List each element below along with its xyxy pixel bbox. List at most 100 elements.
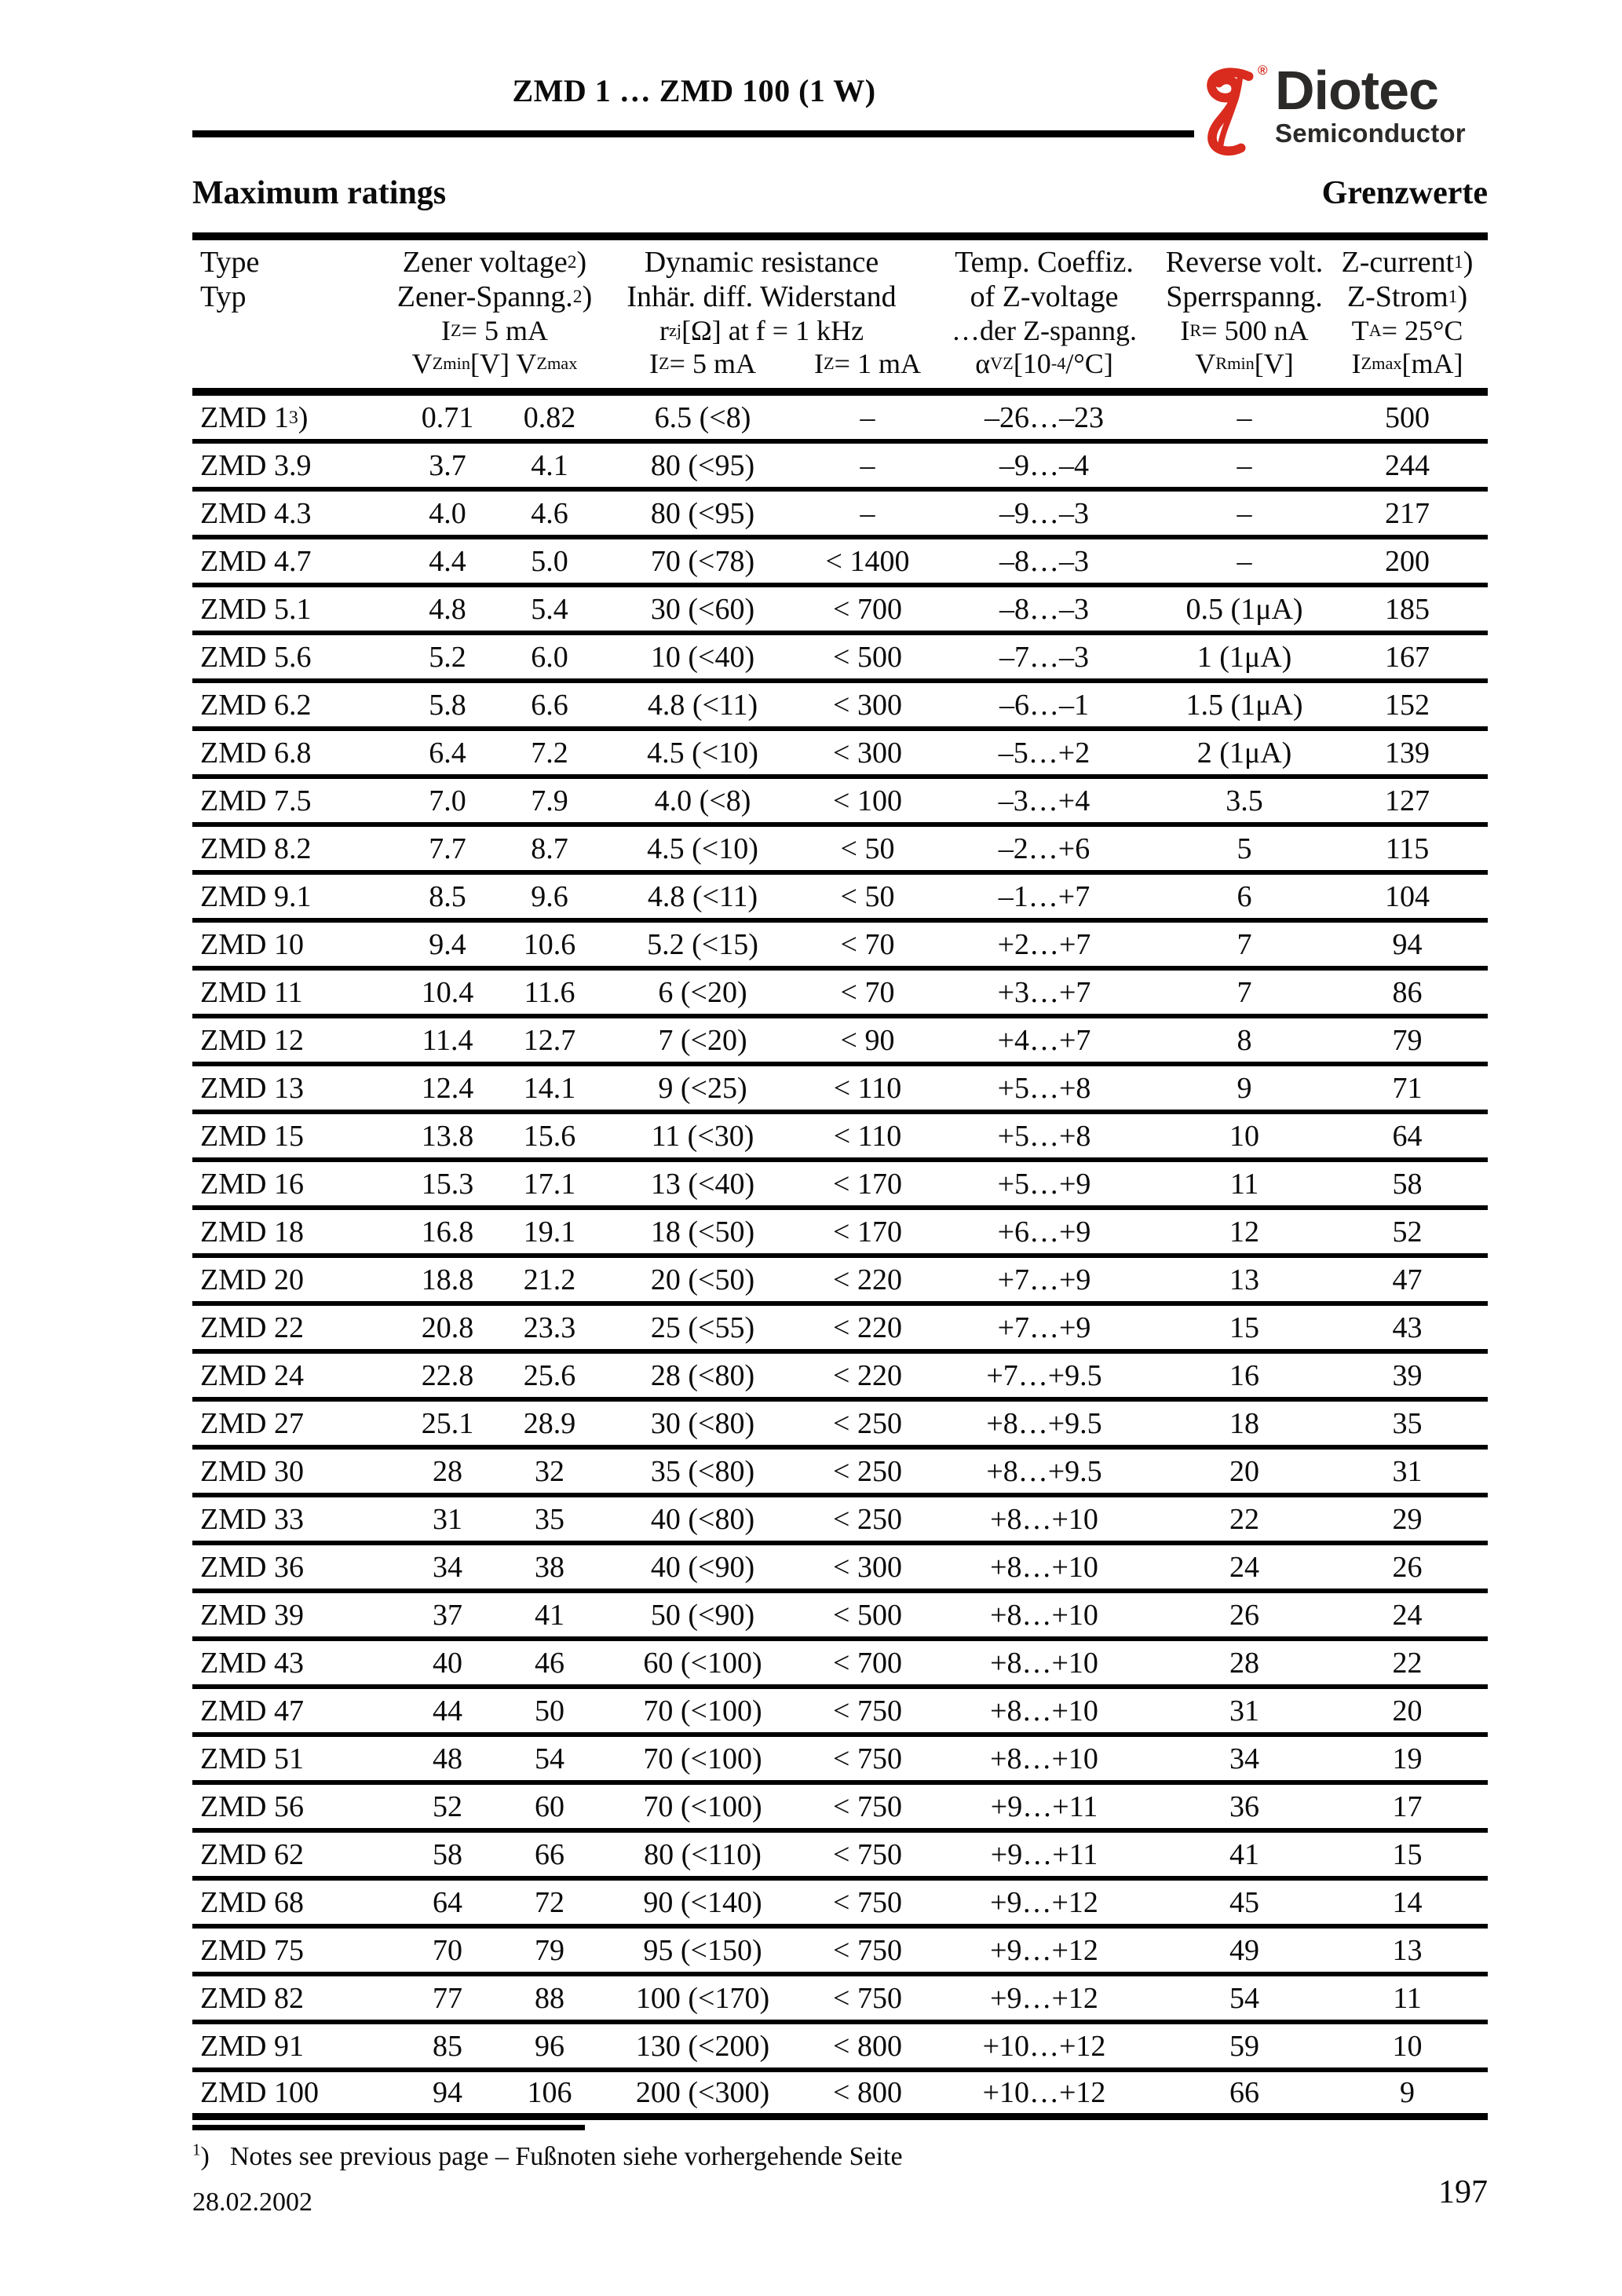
cell-izmax: 185 bbox=[1385, 592, 1430, 626]
header-temp-coeff-en: Temp. Coeffiz. bbox=[955, 246, 1134, 279]
cell-vrmin: 2 (1μA) bbox=[1196, 736, 1292, 770]
cell-vzmax: 7.9 bbox=[531, 784, 568, 817]
cell-vrmin: 8 bbox=[1237, 1023, 1252, 1057]
cell-rzj-iz1ma: < 70 bbox=[840, 927, 895, 961]
cell-rzj-iz5ma: 70 (<100) bbox=[643, 1742, 762, 1775]
cell-vzmin: 25.1 bbox=[421, 1406, 474, 1440]
cell-vzmin: 28 bbox=[433, 1454, 462, 1488]
cell-temp-coeff: +8…+10 bbox=[990, 1550, 1098, 1584]
cell-vrmin: 0.5 (1μA) bbox=[1185, 592, 1303, 626]
cell-type: ZMD 82 bbox=[200, 1981, 304, 2015]
page-number: 197 bbox=[1438, 2174, 1488, 2210]
cell-vzmin: 13.8 bbox=[421, 1119, 474, 1153]
cell-temp-coeff: –26…–23 bbox=[985, 400, 1104, 434]
table-row: ZMD 6.8 6.4 7.2 4.5 (<10) < 300 –5…+2 2 … bbox=[192, 731, 1488, 779]
cell-izmax: 35 bbox=[1392, 1406, 1423, 1440]
cell-rzj-iz1ma: < 250 bbox=[833, 1406, 902, 1440]
cell-rzj-iz1ma: < 750 bbox=[833, 1790, 902, 1823]
cell-vrmin: 12 bbox=[1229, 1215, 1259, 1249]
cell-izmax: 86 bbox=[1392, 975, 1423, 1009]
cell-vzmax: 60 bbox=[535, 1790, 564, 1823]
cell-vrmin: 10 bbox=[1229, 1119, 1259, 1153]
cell-vzmax: 11.6 bbox=[524, 975, 575, 1009]
cell-vzmin: 16.8 bbox=[421, 1215, 474, 1249]
cell-izmax: 15 bbox=[1392, 1837, 1423, 1871]
cell-rzj-iz1ma: < 300 bbox=[833, 1550, 902, 1584]
cell-vzmin: 77 bbox=[433, 1981, 462, 2015]
cell-izmax: 244 bbox=[1385, 448, 1430, 482]
cell-temp-coeff: +8…+10 bbox=[990, 1598, 1098, 1632]
cell-type: ZMD 56 bbox=[200, 1790, 304, 1823]
table-row: ZMD 15 13.8 15.6 11 (<30) < 110 +5…+8 10… bbox=[192, 1114, 1488, 1162]
cell-type: ZMD 5.1 bbox=[200, 592, 312, 626]
cell-vrmin: 26 bbox=[1229, 1598, 1259, 1632]
cell-vzmax: 6.6 bbox=[531, 688, 568, 722]
table-row: ZMD 20 18.8 21.2 20 (<50) < 220 +7…+9 13… bbox=[192, 1258, 1488, 1306]
footnote-rule bbox=[192, 2125, 585, 2130]
cell-type: ZMD 6.2 bbox=[200, 688, 312, 722]
cell-vzmin: 5.2 bbox=[429, 640, 466, 674]
cell-temp-coeff: +5…+8 bbox=[997, 1071, 1091, 1105]
cell-rzj-iz5ma: 95 (<150) bbox=[643, 1933, 762, 1967]
cell-vrmin: 7 bbox=[1237, 975, 1252, 1009]
title-rule bbox=[192, 130, 1194, 137]
cell-rzj-iz5ma: 25 (<55) bbox=[650, 1311, 755, 1344]
cell-vzmax: 32 bbox=[535, 1454, 564, 1488]
cell-type: ZMD 91 bbox=[200, 2029, 304, 2063]
cell-temp-coeff: –6…–1 bbox=[999, 688, 1089, 722]
table-row: ZMD 13 12.4 14.1 9 (<25) < 110 +5…+8 9 7… bbox=[192, 1066, 1488, 1114]
table-header: Type Zener voltage 2) Dynamic resistance… bbox=[192, 240, 1488, 396]
cell-vrmin: 49 bbox=[1229, 1933, 1259, 1967]
cell-type: ZMD 1 3) bbox=[200, 400, 309, 434]
cell-temp-coeff: –2…+6 bbox=[998, 832, 1090, 865]
cell-vzmax: 54 bbox=[535, 1742, 564, 1775]
cell-rzj-iz1ma: < 170 bbox=[833, 1167, 902, 1201]
table-row: ZMD 5.6 5.2 6.0 10 (<40) < 500 –7…–3 1 (… bbox=[192, 635, 1488, 683]
cell-rzj-iz1ma: < 70 bbox=[840, 975, 895, 1009]
cell-rzj-iz1ma: < 750 bbox=[833, 1885, 902, 1919]
cell-rzj-iz1ma: < 220 bbox=[833, 1311, 902, 1344]
cell-vzmax: 41 bbox=[535, 1598, 564, 1632]
header-temp-coeff-de: of Z-voltage bbox=[970, 280, 1119, 313]
cell-izmax: 39 bbox=[1392, 1358, 1423, 1392]
cell-vzmax: 25.6 bbox=[523, 1358, 576, 1392]
cell-vzmin: 9.4 bbox=[429, 927, 466, 961]
cell-temp-coeff: +7…+9.5 bbox=[986, 1358, 1102, 1392]
logo-brand-name: Diotec bbox=[1275, 60, 1439, 121]
cell-rzj-iz5ma: 4.0 (<8) bbox=[654, 784, 751, 817]
cell-vrmin: 18 bbox=[1229, 1406, 1259, 1440]
table-row: ZMD 68 64 72 90 (<140) < 750 +9…+12 45 1… bbox=[192, 1881, 1488, 1929]
table-row: ZMD 30 28 32 35 (<80) < 250 +8…+9.5 20 3… bbox=[192, 1450, 1488, 1497]
cell-temp-coeff: +5…+8 bbox=[997, 1119, 1091, 1153]
table-row: ZMD 62 58 66 80 (<110) < 750 +9…+11 41 1… bbox=[192, 1833, 1488, 1881]
cell-vzmin: 0.71 bbox=[421, 400, 474, 434]
cell-vzmax: 88 bbox=[535, 1981, 564, 2015]
table-row: ZMD 4.7 4.4 5.0 70 (<78) < 1400 –8…–3 – … bbox=[192, 539, 1488, 587]
cell-rzj-iz5ma: 40 (<80) bbox=[650, 1502, 755, 1536]
cell-vzmax: 19.1 bbox=[523, 1215, 576, 1249]
table-row: ZMD 24 22.8 25.6 28 (<80) < 220 +7…+9.5 … bbox=[192, 1354, 1488, 1402]
table-row: ZMD 18 16.8 19.1 18 (<50) < 170 +6…+9 12… bbox=[192, 1210, 1488, 1258]
cell-rzj-iz5ma: 80 (<95) bbox=[650, 448, 755, 482]
cell-rzj-iz1ma: < 500 bbox=[833, 640, 902, 674]
header-z-current-en: Z-current 1) bbox=[1341, 246, 1474, 279]
cell-rzj-iz5ma: 80 (<110) bbox=[644, 1837, 762, 1871]
cell-temp-coeff: +8…+10 bbox=[990, 1502, 1098, 1536]
cell-temp-coeff: +2…+7 bbox=[997, 927, 1091, 961]
cell-temp-coeff: –9…–3 bbox=[999, 496, 1089, 530]
cell-rzj-iz1ma: – bbox=[860, 448, 875, 482]
cell-rzj-iz5ma: 10 (<40) bbox=[650, 640, 755, 674]
cell-rzj-iz1ma: < 110 bbox=[833, 1119, 902, 1153]
header-zener-voltage-en: Zener voltage 2) bbox=[402, 246, 587, 279]
header-alpha-units: α VZ [10 -4 /°C] bbox=[975, 348, 1113, 379]
cell-temp-coeff: +8…+10 bbox=[990, 1742, 1098, 1775]
cell-vrmin: 6 bbox=[1237, 879, 1252, 913]
registered-mark: ® bbox=[1258, 63, 1268, 78]
cell-rzj-iz1ma: < 750 bbox=[833, 1742, 902, 1775]
cell-vzmin: 15.3 bbox=[421, 1167, 474, 1201]
cell-vzmax: 66 bbox=[535, 1837, 564, 1871]
cell-temp-coeff: +7…+9 bbox=[997, 1263, 1091, 1296]
cell-vzmin: 20.8 bbox=[421, 1311, 474, 1344]
